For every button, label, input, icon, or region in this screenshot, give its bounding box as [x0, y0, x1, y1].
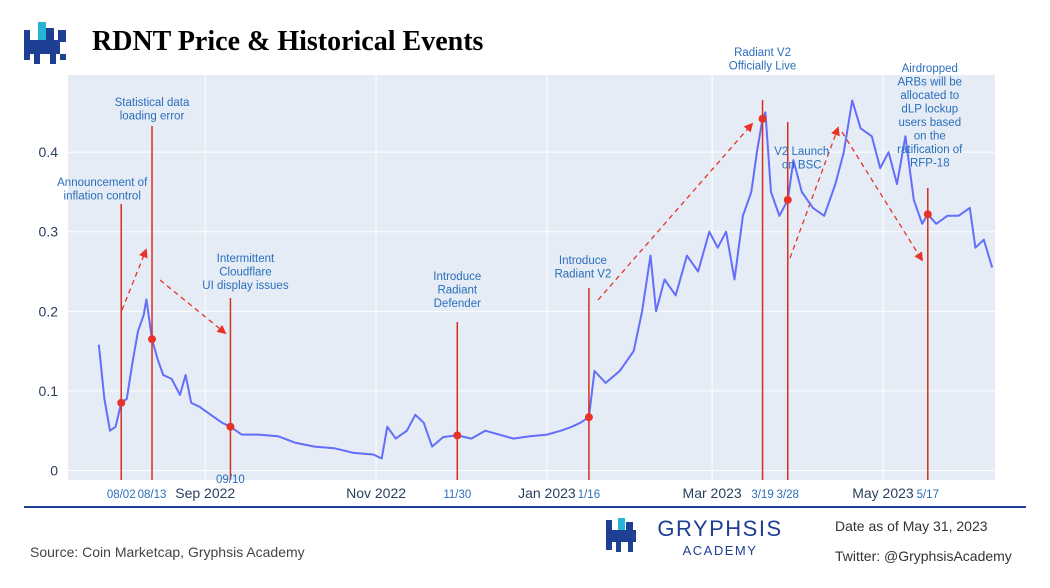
event-marker: [453, 431, 462, 440]
brand: GRYPHSIS: [657, 516, 782, 541]
event-label: Radiant V2: [554, 269, 611, 281]
event-date-label: 1/16: [578, 489, 600, 501]
event-label: Statistical data: [115, 97, 190, 109]
event-label: Officially Live: [729, 61, 797, 73]
event-date-label: 09/10: [216, 474, 245, 486]
event-label: Introduce: [433, 271, 481, 283]
y-tick-label: 0.1: [39, 383, 59, 399]
event-label: on BSC: [782, 160, 822, 172]
x-tick-label: Sep 2022: [175, 485, 235, 501]
event-marker: [226, 422, 235, 431]
event-date-label: 3/19: [751, 489, 773, 501]
event-date-label: 08/13: [138, 489, 167, 501]
event-label: Announcement of: [57, 177, 148, 189]
x-tick-label: May 2023: [852, 485, 914, 501]
event-label: Cloudflare: [219, 267, 271, 279]
event-marker: [584, 413, 593, 422]
source: Source: Coin Marketcap, Gryphsis Academy: [30, 544, 305, 560]
event-label: RFP-18: [910, 158, 950, 170]
x-tick-label: Nov 2022: [346, 485, 406, 501]
event-marker: [117, 398, 126, 407]
arrows: [121, 122, 923, 335]
y-tick-label: 0.2: [39, 303, 59, 319]
event-label: Defender: [434, 298, 481, 310]
event-marker: [148, 335, 157, 344]
event-date-label: 11/30: [443, 489, 471, 501]
date-note: Date as of May 31, 2023: [835, 518, 988, 534]
event-date-label: 5/17: [917, 489, 939, 501]
event-marker: [923, 210, 932, 219]
event-label: Introduce: [559, 255, 607, 267]
x-tick-label: Mar 2023: [683, 485, 742, 501]
event-label: Airdropped: [902, 63, 958, 75]
footer-logo: [606, 518, 636, 552]
event-label: users based: [898, 117, 961, 129]
event-label: ARBs will be: [898, 77, 963, 89]
event-label: dLP lockup: [901, 104, 958, 116]
twitter: Twitter: @GryphsisAcademy: [835, 548, 1012, 564]
y-tick-label: 0.4: [39, 144, 59, 160]
event-label: Intermittent: [217, 253, 275, 265]
event-marker: [783, 195, 792, 204]
event-label: Radiant V2: [734, 47, 791, 59]
event-label: UI display issues: [202, 280, 289, 292]
x-tick-label: Jan 2023: [518, 485, 576, 501]
plot-area: [68, 75, 995, 480]
event-label: loading error: [120, 111, 185, 123]
brand-sub: ACADEMY: [683, 543, 758, 558]
event-date-label: 3/28: [777, 489, 799, 501]
logo: [22, 22, 66, 64]
y-tick-label: 0.3: [39, 224, 59, 240]
y-tick-label: 0: [50, 462, 58, 478]
price-line: [97, 99, 994, 460]
event-label: Radiant: [437, 285, 477, 297]
event-marker: [758, 114, 767, 123]
chart-title: RDNT Price & Historical Events: [92, 26, 484, 57]
event-label: inflation control: [64, 191, 141, 203]
event-label: V2 Launch: [774, 146, 829, 158]
event-label: ratification of: [897, 144, 963, 156]
event-label: on the: [914, 131, 946, 143]
event-label: allocated to: [900, 90, 959, 102]
event-date-label: 08/02: [107, 489, 136, 501]
